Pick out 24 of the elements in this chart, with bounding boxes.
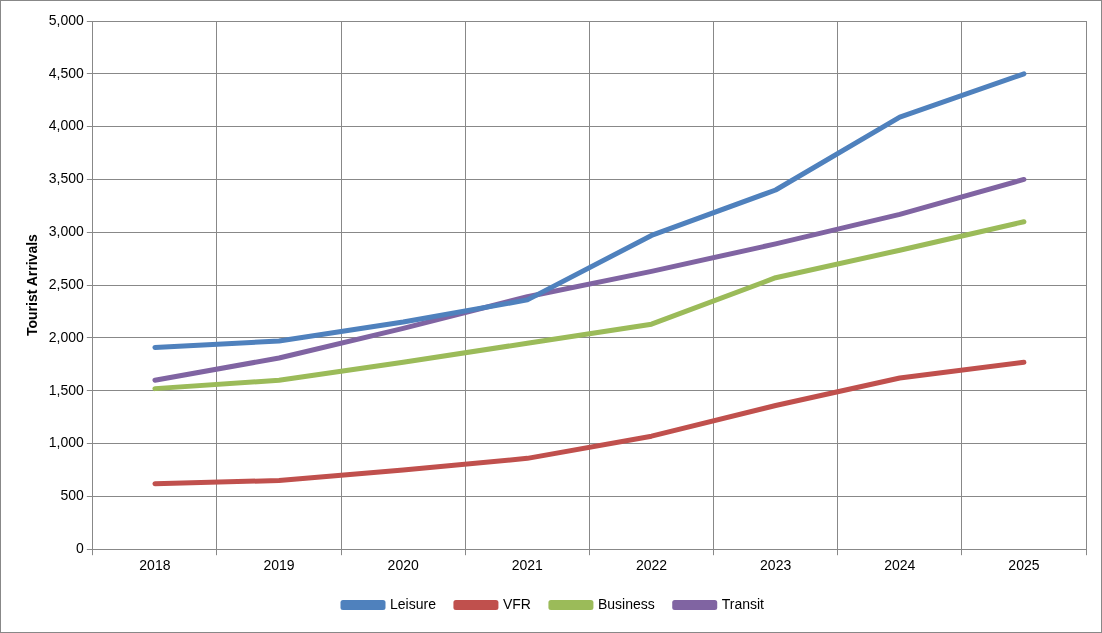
y-tick-label: 3,500 (48, 170, 85, 187)
y-tick-label: 4,500 (48, 64, 85, 81)
legend-label: Transit (721, 595, 765, 612)
legend-label: Business (597, 595, 655, 612)
y-tick-label: 2,000 (48, 328, 85, 345)
legend-label: VFR (502, 595, 531, 612)
y-tick-label: 1,500 (48, 381, 85, 398)
x-tick-label: 2025 (1008, 557, 1040, 574)
x-tick-label: 2024 (884, 557, 916, 574)
y-tick-label: 0 (76, 540, 85, 557)
legend-label: Leisure (390, 595, 437, 612)
x-tick-label: 2018 (139, 557, 171, 574)
y-tick-label: 1,000 (48, 434, 85, 451)
y-tick-label: 3,000 (48, 223, 85, 240)
y-tick-label: 5,000 (48, 11, 85, 28)
x-tick-label: 2020 (387, 557, 419, 574)
y-tick-label: 4,000 (48, 117, 85, 134)
x-tick-label: 2023 (760, 557, 792, 574)
y-tick-label: 500 (60, 487, 85, 504)
y-axis-title: Tourist Arrivals (24, 233, 41, 337)
x-tick-label: 2021 (511, 557, 544, 574)
y-tick-label: 2,500 (48, 275, 85, 292)
x-tick-label: 2022 (635, 557, 668, 574)
x-tick-label: 2019 (263, 557, 295, 574)
